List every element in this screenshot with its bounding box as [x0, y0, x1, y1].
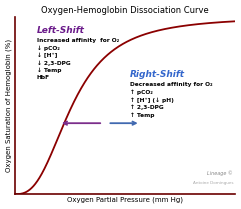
Text: Increased affinity  for O₂
↓ pCO₂
↓ [H⁺]
↓ 2,3-DPG
↓ Temp
HbF: Increased affinity for O₂ ↓ pCO₂ ↓ [H⁺] …: [37, 38, 119, 80]
Title: Oxygen-Hemoglobin Dissociation Curve: Oxygen-Hemoglobin Dissociation Curve: [41, 6, 209, 15]
Text: Decreased affinity for O₂
↑ pCO₂
↑ [H⁺] (↓ pH)
↑ 2,3-DPG
↑ Temp: Decreased affinity for O₂ ↑ pCO₂ ↑ [H⁺] …: [130, 82, 212, 118]
Y-axis label: Oxygen Saturation of Hemoglobin (%): Oxygen Saturation of Hemoglobin (%): [6, 39, 12, 172]
Text: Left-Shift: Left-Shift: [37, 25, 85, 35]
Text: Right-Shift: Right-Shift: [130, 70, 185, 79]
Text: Lineage ©: Lineage ©: [208, 171, 233, 176]
Text: Antoine Domingues: Antoine Domingues: [193, 181, 233, 185]
X-axis label: Oxygen Partial Pressure (mm Hg): Oxygen Partial Pressure (mm Hg): [67, 197, 183, 203]
